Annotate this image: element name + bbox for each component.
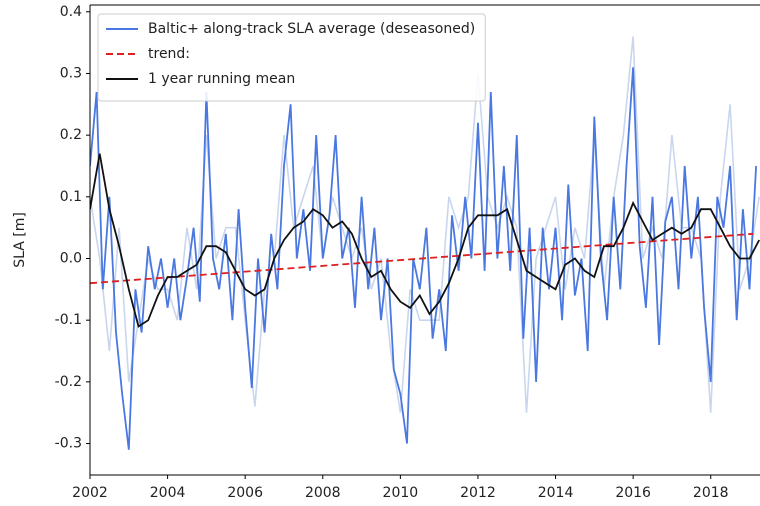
y-tick-label: 0.0 — [60, 251, 82, 267]
legend-label: trend: — [148, 46, 190, 62]
x-tick-label: 2014 — [538, 485, 574, 501]
axes-frame — [89, 4, 760, 476]
legend: Baltic+ along-track SLA average (deseaso… — [97, 13, 486, 102]
x-tick-label: 2010 — [383, 485, 419, 501]
x-tick-label: 2012 — [460, 485, 496, 501]
x-tick-label: 2016 — [615, 485, 651, 501]
x-tick-label: 2002 — [72, 485, 108, 501]
x-tick-label: 2018 — [693, 485, 729, 501]
y-tick-label: 0.1 — [60, 189, 82, 205]
y-tick-label: 0.4 — [60, 4, 82, 20]
y-tick-label: -0.2 — [55, 374, 82, 390]
legend-label: 1 year running mean — [148, 71, 295, 87]
series-line — [90, 153, 760, 328]
y-tick-label: -0.3 — [55, 436, 82, 452]
legend-label: Baltic+ along-track SLA average (deseaso… — [148, 21, 475, 37]
y-axis-label: SLA [m] — [12, 212, 28, 268]
y-tick-label: 0.2 — [60, 127, 82, 143]
series-line — [90, 232, 754, 285]
legend-box — [97, 13, 486, 102]
x-tick-label: 2008 — [305, 485, 341, 501]
x-tick-label: 2006 — [227, 485, 263, 501]
series-line — [90, 36, 760, 413]
y-tick-label: -0.1 — [55, 312, 82, 328]
y-tick-label: 0.3 — [60, 65, 82, 81]
x-tick-label: 2004 — [150, 485, 186, 501]
